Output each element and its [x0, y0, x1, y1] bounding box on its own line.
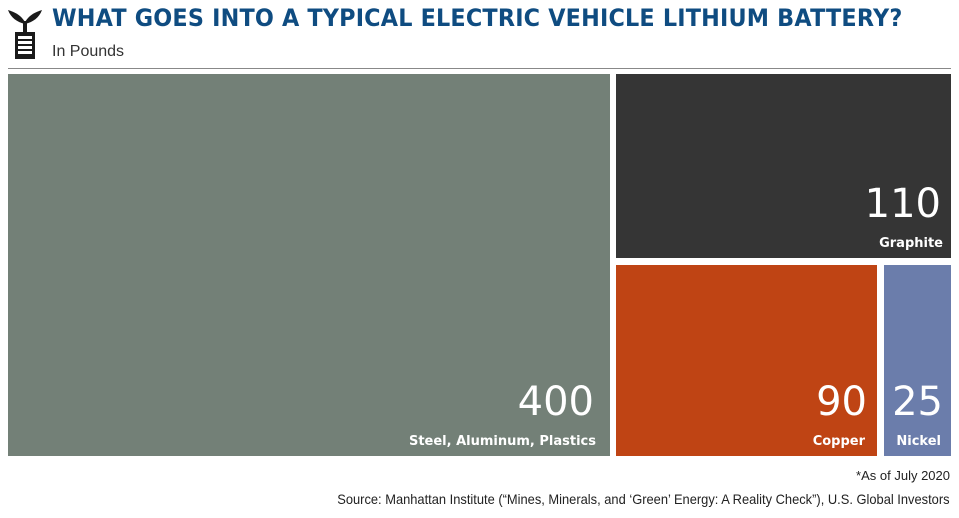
block-label: Graphite [879, 236, 943, 251]
chart-subtitle: In Pounds [52, 43, 125, 60]
block-label: Nickel [896, 434, 941, 449]
chart-title: WHAT GOES INTO A TYPICAL ELECTRIC VEHICL… [52, 4, 903, 32]
treemap-block-copper: 90 Copper [616, 265, 877, 456]
battery-plant-icon [8, 10, 42, 59]
block-value: 400 [517, 379, 594, 425]
header-divider [8, 68, 951, 69]
treemap-block-steel: 400 Steel, Aluminum, Plastics [8, 74, 610, 456]
block-label: Copper [812, 434, 865, 449]
treemap-block-graphite: 110 Graphite [616, 74, 951, 258]
treemap-block-nickel: 25 Nickel [884, 265, 951, 456]
block-value: 25 [892, 379, 943, 425]
block-label: Steel, Aluminum, Plastics [408, 434, 596, 449]
block-value: 90 [816, 379, 867, 425]
block-value: 110 [864, 181, 941, 227]
footnote: *As of July 2020 [856, 468, 950, 483]
source-note: Source: Manhattan Institute (“Mines, Min… [337, 491, 950, 507]
